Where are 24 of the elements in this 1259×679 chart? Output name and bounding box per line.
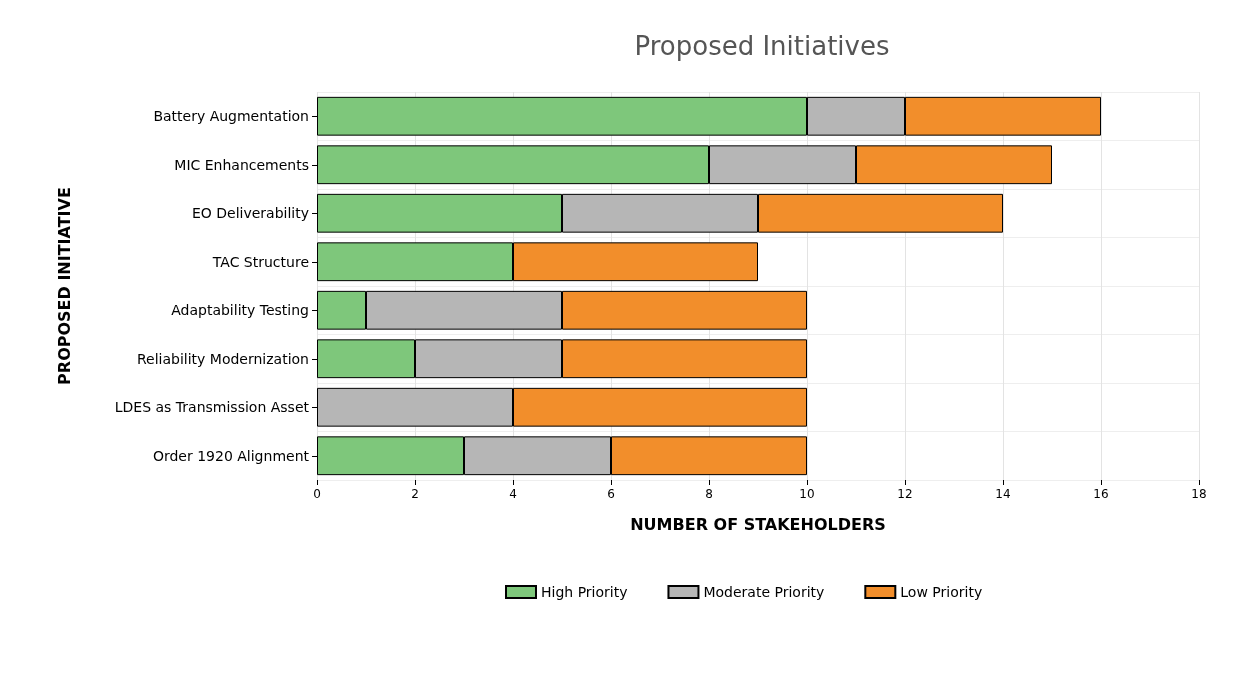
x-axis-title: NUMBER OF STAKEHOLDERS: [630, 514, 886, 534]
y-tick-label: Battery Augmentation: [153, 108, 309, 125]
x-tick-label: 14: [995, 487, 1011, 501]
x-tick-label: 8: [705, 487, 713, 501]
y-tick-label: MIC Enhancements: [174, 156, 309, 173]
x-tick-label: 10: [799, 487, 815, 501]
chart-title: Proposed Initiatives: [634, 31, 890, 61]
y-tick-label: Order 1920 Alignment: [152, 447, 310, 464]
legend-label: High Priority: [541, 584, 628, 600]
x-tick-label: 18: [1191, 487, 1207, 501]
x-tick-label: 6: [607, 487, 615, 501]
y-tick-label: LDES as Transmission Asset: [114, 399, 310, 416]
x-tick-label: 2: [411, 487, 419, 501]
y-tick-label: EO Deliverability: [191, 205, 309, 222]
legend-label: Low Priority: [900, 584, 983, 600]
y-axis-title: PROPOSED INITIATIVE: [54, 187, 74, 385]
y-tick-label: Reliability Modernization: [136, 350, 309, 367]
x-tick-label: 4: [509, 487, 517, 501]
y-tick-label: TAC Structure: [211, 253, 309, 270]
y-tick-label: Adaptability Testing: [171, 302, 309, 319]
x-tick-label: 16: [1093, 487, 1109, 501]
x-tick-label: 12: [897, 487, 913, 501]
x-tick-label: 0: [313, 487, 321, 501]
legend-label: Moderate Priority: [703, 584, 825, 600]
